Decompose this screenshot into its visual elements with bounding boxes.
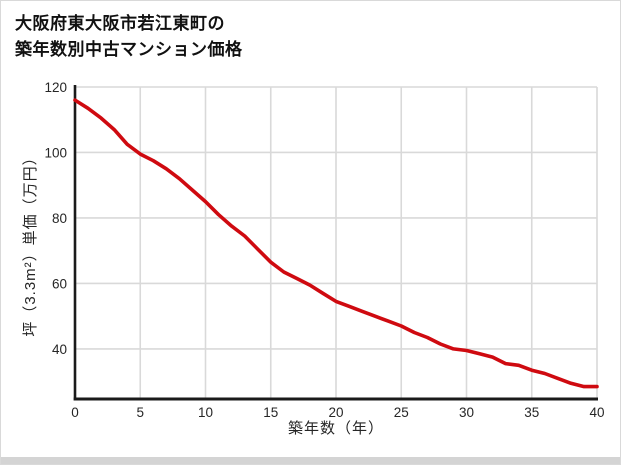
svg-text:20: 20 (328, 405, 343, 420)
svg-text:25: 25 (394, 405, 409, 420)
svg-text:5: 5 (136, 405, 144, 420)
x-axis-label: 築年数（年） (287, 420, 384, 437)
svg-text:40: 40 (52, 342, 67, 357)
axes (73, 85, 598, 401)
svg-text:120: 120 (44, 80, 67, 95)
bottom-strip (1, 457, 620, 464)
svg-text:10: 10 (198, 405, 213, 420)
svg-text:40: 40 (589, 405, 604, 420)
price-line-series (73, 98, 599, 389)
gridlines (75, 86, 598, 399)
svg-text:0: 0 (71, 405, 79, 420)
svg-text:60: 60 (52, 276, 67, 291)
svg-text:35: 35 (524, 405, 539, 420)
svg-text:15: 15 (263, 405, 278, 420)
svg-text:30: 30 (459, 405, 474, 420)
chart-title-line1: 大阪府東大阪市若江東町の (15, 14, 225, 33)
chart-title: 大阪府東大阪市若江東町の 築年数別中古マンション価格 (15, 11, 243, 63)
svg-text:100: 100 (44, 145, 67, 160)
svg-text:80: 80 (52, 211, 67, 226)
chart-title-line2: 築年数別中古マンション価格 (15, 40, 243, 59)
tick-labels: 0 5 10 15 20 25 30 35 40 40 60 80 100 120 (44, 80, 604, 420)
